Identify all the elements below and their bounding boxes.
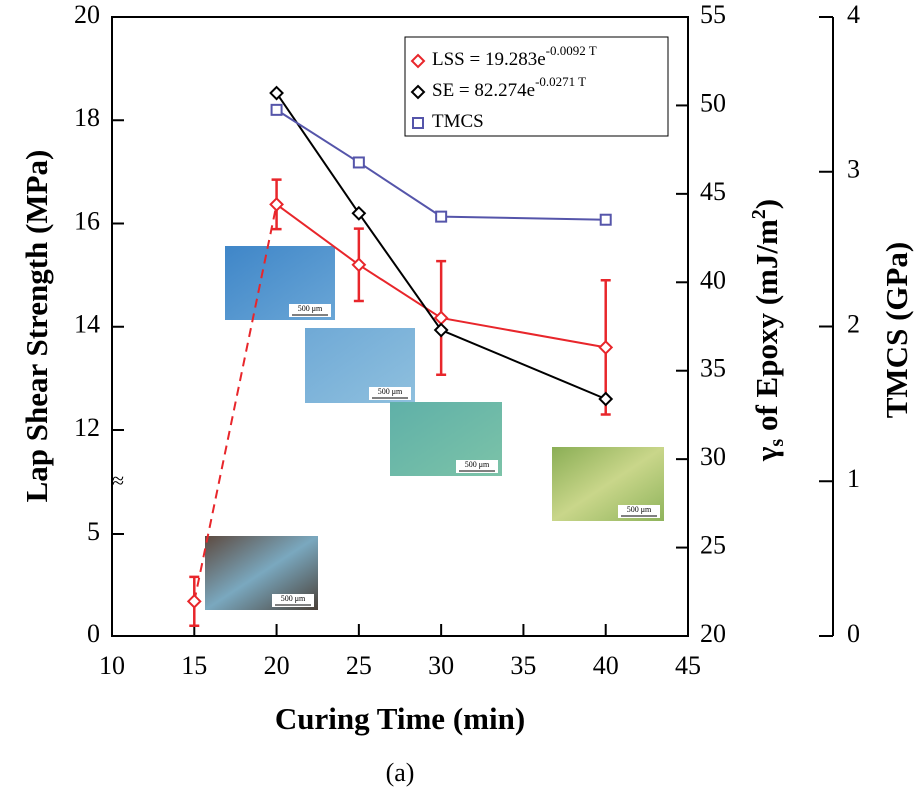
y2-tick-label: 45 — [700, 177, 726, 206]
y-tick-label: 20 — [74, 0, 100, 29]
x-label: Curing Time (min) — [275, 701, 525, 736]
y2-tick-label: 25 — [700, 531, 726, 560]
scale-box — [289, 304, 331, 317]
scale-label: 500 μm — [465, 460, 490, 469]
scale-box — [456, 460, 498, 473]
y3-tick-label: 3 — [847, 155, 860, 184]
caption: (a) — [386, 758, 415, 787]
scale-box — [369, 387, 411, 400]
legend-sup: -0.0092 T — [546, 43, 597, 58]
x-tick-label: 40 — [593, 651, 619, 680]
series-line — [276, 109, 606, 221]
legend-marker — [410, 53, 426, 69]
marker — [270, 103, 283, 116]
y-tick-label: 0 — [87, 619, 100, 648]
legend-label: LSS = 19.283e-0.0092 T — [432, 43, 597, 70]
y2-tick-label: 50 — [700, 88, 726, 117]
scale-label: 500 μm — [281, 594, 306, 603]
y2-label: γs of Epoxy (mJ/m2) — [748, 199, 788, 462]
scale-box — [618, 505, 660, 518]
y2-label-sup: 2 — [748, 209, 770, 219]
y-tick-label: 18 — [74, 103, 100, 132]
y2-tick-label: 30 — [700, 442, 726, 471]
legend — [404, 36, 669, 137]
legend-sup: -0.0271 T — [535, 74, 586, 89]
marker — [186, 593, 202, 609]
x-tick-label: 25 — [346, 651, 372, 680]
marker — [598, 339, 614, 355]
scale-box — [272, 594, 314, 607]
x-tick-label: 15 — [181, 651, 207, 680]
dashed-connector — [193, 204, 278, 602]
y2-label-part: ) — [749, 199, 784, 209]
scale-label: 500 μm — [627, 505, 652, 514]
y2-label-part: γ — [749, 446, 784, 462]
marker — [599, 213, 612, 226]
y3-tick-label: 0 — [847, 619, 860, 648]
legend-marker — [412, 117, 424, 129]
y-tick-label: 12 — [74, 413, 100, 442]
y3-tick-label: 2 — [847, 309, 860, 338]
legend-name: LSS = 19.283e — [432, 49, 546, 70]
x-tick-label: 20 — [264, 651, 290, 680]
y3-label: TMCS (GPa) — [879, 242, 914, 419]
y2-tick-label: 20 — [700, 619, 726, 648]
legend-label: SE = 82.274e-0.0271 T — [432, 74, 586, 101]
marker — [435, 210, 448, 223]
marker — [269, 196, 284, 212]
x-tick-label: 10 — [99, 651, 125, 680]
y-tick-label: 14 — [74, 310, 100, 339]
x-tick-label: 30 — [428, 651, 454, 680]
marker — [433, 322, 449, 338]
series-line — [275, 203, 606, 349]
y2-tick-label: 35 — [700, 354, 726, 383]
marker — [598, 391, 614, 407]
legend-name: TMCS — [432, 111, 484, 132]
y2-tick-label: 55 — [700, 0, 726, 29]
marker — [351, 205, 367, 221]
legend-marker — [410, 84, 426, 100]
y-tick-label: 5 — [87, 517, 100, 546]
y3-tick-label: 4 — [847, 0, 860, 29]
marker — [351, 257, 367, 273]
series-line — [275, 92, 607, 400]
legend-name: SE = 82.274e — [432, 80, 535, 101]
marker — [269, 85, 284, 101]
scale-label: 500 μm — [378, 387, 403, 396]
scale-label: 500 μm — [298, 304, 323, 313]
y2-tick-label: 40 — [700, 265, 726, 294]
y-label: Lap Shear Strength (MPa) — [19, 150, 54, 503]
y3-tick-label: 1 — [847, 464, 860, 493]
legend-label: TMCS — [432, 111, 484, 132]
x-tick-label: 35 — [510, 651, 536, 680]
marker — [433, 310, 449, 326]
x-tick-label: 45 — [675, 651, 701, 680]
axis-break: ≈ — [112, 468, 124, 493]
marker — [352, 156, 365, 169]
y2-label-sub: s — [766, 439, 788, 447]
y-tick-label: 16 — [74, 206, 100, 235]
y2-label-part: of Epoxy (mJ/m — [749, 219, 784, 439]
